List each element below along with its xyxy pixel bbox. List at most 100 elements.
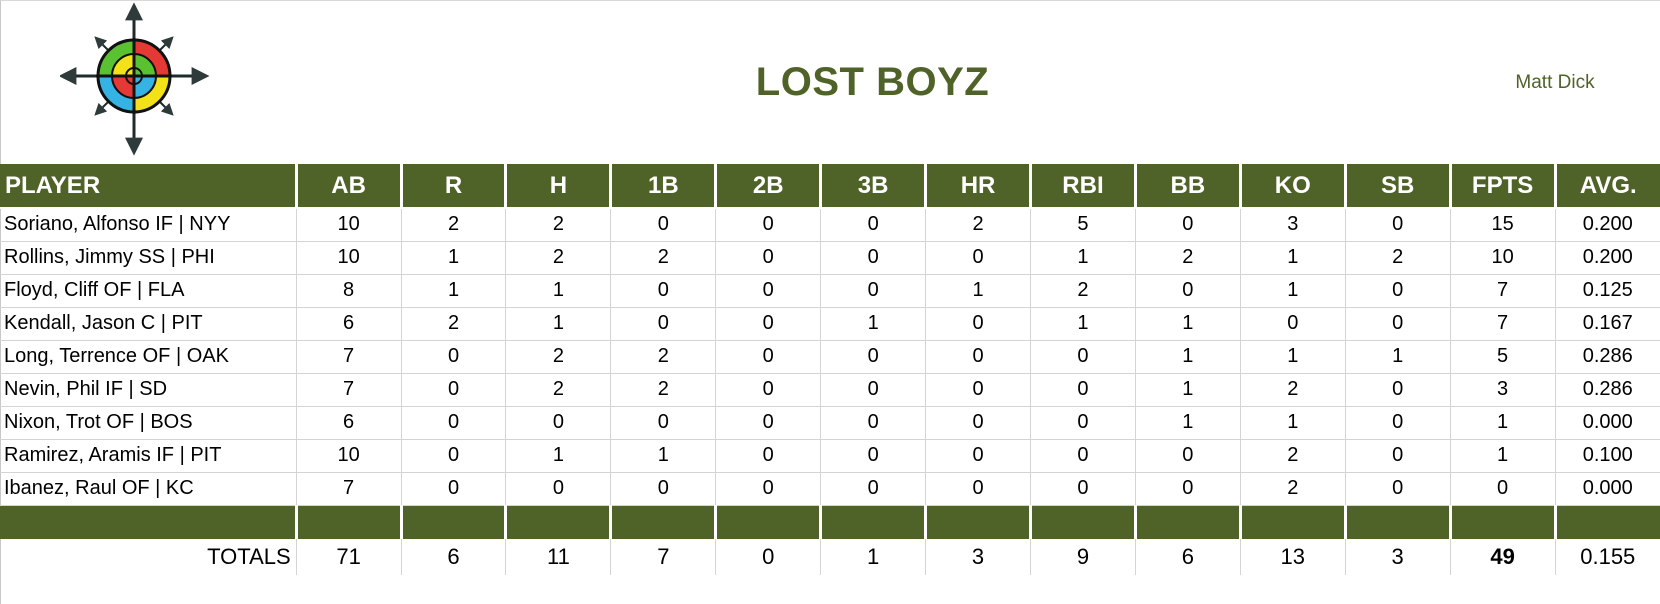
stat-cell: 0.125 <box>1554 274 1660 308</box>
totals-cell: 6 <box>1134 539 1241 575</box>
col-header-3b: 3B <box>819 164 926 209</box>
stat-cell: 1 <box>505 439 611 473</box>
stat-cell: 0.200 <box>1554 208 1660 242</box>
table-row: Long, Terrence OF | OAK 7 0 2 2 0 0 0 0 1 1 1 5 0.286 <box>0 340 1660 374</box>
stat-cell: 0 <box>1239 307 1346 341</box>
compass-target-icon <box>60 2 210 156</box>
totals-cell: 13 <box>1239 539 1346 575</box>
stat-cell: 0.286 <box>1554 373 1660 407</box>
player-name-cell: Nixon, Trot OF | BOS <box>0 406 297 440</box>
stat-cell: 1 <box>400 241 506 275</box>
stat-cell: 0.200 <box>1554 241 1660 275</box>
stat-cell: 3 <box>1239 208 1346 242</box>
stat-cell: 1 <box>1344 340 1451 374</box>
stat-cell: 1 <box>1134 340 1241 374</box>
stat-cell: 3 <box>1449 373 1556 407</box>
stat-cell: 7 <box>1449 274 1556 308</box>
col-header-h: H <box>504 164 611 209</box>
col-header-2b: 2B <box>714 164 821 209</box>
stat-cell: 0 <box>1344 472 1451 506</box>
stat-cell: 7 <box>295 472 402 506</box>
stat-cell: 6 <box>295 307 402 341</box>
col-header-bb: BB <box>1133 164 1241 209</box>
stat-cell: 1 <box>1030 307 1136 341</box>
col-header-r: R <box>399 164 506 209</box>
stat-cell: 0 <box>1030 439 1136 473</box>
stat-cell: 1 <box>820 307 926 341</box>
totals-cell: 6 <box>400 539 506 575</box>
stat-cell: 0 <box>400 373 506 407</box>
stat-cell: 0 <box>610 274 716 308</box>
stat-cell: 15 <box>1449 208 1556 242</box>
stat-cell: 10 <box>295 208 402 242</box>
player-name-cell: Ibanez, Raul OF | KC <box>0 472 297 506</box>
stat-cell: 0 <box>820 340 926 374</box>
stat-cell: 2 <box>610 340 716 374</box>
col-header-ab: AB <box>294 164 402 209</box>
spacer-row <box>0 505 1660 539</box>
stat-cell: 2 <box>1239 472 1346 506</box>
stat-cell: 2 <box>925 208 1031 242</box>
stat-cell: 1 <box>1449 406 1556 440</box>
stat-cell: 2 <box>1239 439 1346 473</box>
totals-cell: 11 <box>505 539 611 575</box>
totals-cell: 1 <box>820 539 926 575</box>
stat-cell: 0 <box>715 439 821 473</box>
stat-cell: 0 <box>715 307 821 341</box>
player-name-cell: Long, Terrence OF | OAK <box>0 340 297 374</box>
header-row: PLAYER AB R H 1B 2B 3B HR RBI BB KO SB F… <box>0 164 1660 209</box>
stat-cell: 5 <box>1030 208 1136 242</box>
player-name-cell: Ramirez, Aramis IF | PIT <box>0 439 297 473</box>
stat-cell: 0 <box>1030 406 1136 440</box>
stat-cell: 2 <box>505 340 611 374</box>
owner-name: Matt Dick <box>1515 72 1595 93</box>
totals-cell: 71 <box>295 539 402 575</box>
totals-avg: 0.155 <box>1554 539 1660 575</box>
stat-cell: 1 <box>1134 373 1241 407</box>
totals-label: TOTALS <box>207 544 291 569</box>
player-name-cell: Rollins, Jimmy SS | PHI <box>0 241 297 275</box>
col-header-ko: KO <box>1238 164 1346 209</box>
stat-cell: 0 <box>715 274 821 308</box>
stat-cell: 1 <box>1030 241 1136 275</box>
table-row: Ibanez, Raul OF | KC 7 0 0 0 0 0 0 0 0 2 0 0 0.000 <box>0 472 1660 506</box>
stat-cell: 0 <box>610 208 716 242</box>
stat-cell: 0 <box>1344 406 1451 440</box>
col-header-1b: 1B <box>609 164 716 209</box>
col-header-avg: AVG. <box>1553 164 1660 209</box>
stat-cell: 0 <box>820 373 926 407</box>
stat-cell: 0.100 <box>1554 439 1660 473</box>
stat-cell: 1 <box>1239 241 1346 275</box>
stat-cell: 0 <box>1134 274 1241 308</box>
stat-cell: 1 <box>610 439 716 473</box>
stat-cell: 0.286 <box>1554 340 1660 374</box>
stat-cell: 0 <box>925 406 1031 440</box>
stat-cell: 10 <box>1449 241 1556 275</box>
stat-cell: 2 <box>400 307 506 341</box>
stats-table: PLAYER AB R H 1B 2B 3B HR RBI BB KO SB F… <box>0 164 1660 575</box>
stat-cell: 2 <box>1134 241 1241 275</box>
stat-cell: 0 <box>1134 472 1241 506</box>
stat-cell: 0.000 <box>1554 472 1660 506</box>
stat-cell: 0 <box>715 340 821 374</box>
table-row: Floyd, Cliff OF | FLA 8 1 1 0 0 0 1 2 0 1 0 7 0.125 <box>0 274 1660 308</box>
stat-cell: 0 <box>925 241 1031 275</box>
totals-cell: 3 <box>925 539 1031 575</box>
stat-cell: 2 <box>505 373 611 407</box>
stat-cell: 0 <box>925 307 1031 341</box>
stat-cell: 0 <box>715 241 821 275</box>
stat-cell: 0 <box>1030 373 1136 407</box>
stat-cell: 0 <box>1030 340 1136 374</box>
stat-cell: 2 <box>505 241 611 275</box>
totals-row: TOTALS 71 6 11 7 0 1 3 9 6 13 3 49 0.155 <box>0 539 1660 575</box>
stat-cell: 2 <box>610 241 716 275</box>
stat-cell: 0 <box>820 274 926 308</box>
stat-cell: 0 <box>400 340 506 374</box>
stat-cell: 0 <box>715 373 821 407</box>
stat-cell: 0 <box>400 439 506 473</box>
stat-cell: 0 <box>1449 472 1556 506</box>
stat-cell: 0 <box>610 472 716 506</box>
stat-cell: 0.000 <box>1554 406 1660 440</box>
stat-cell: 10 <box>295 439 402 473</box>
stat-cell: 2 <box>610 373 716 407</box>
